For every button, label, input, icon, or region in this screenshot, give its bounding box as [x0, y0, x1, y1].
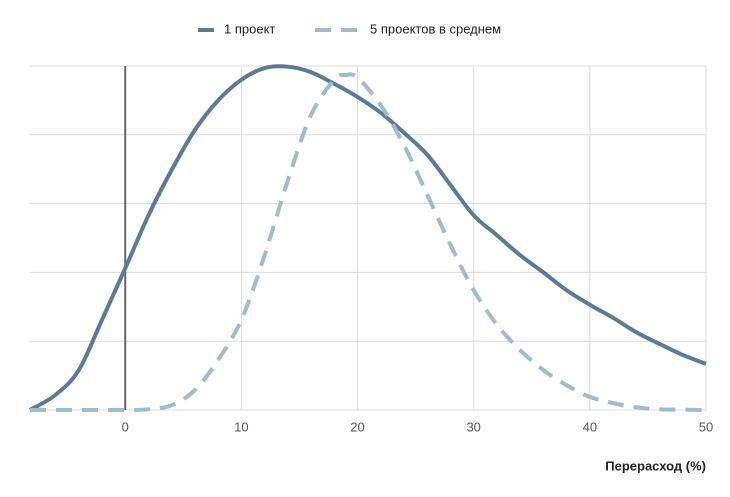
x-tick-label: 40	[583, 419, 597, 434]
x-tick-label: 20	[350, 419, 364, 434]
x-axis-label: Перерасход (%)	[605, 458, 706, 473]
x-tick-label: 10	[234, 419, 248, 434]
x-tick-label: 30	[466, 419, 480, 434]
x-tick-label: 0	[122, 419, 129, 434]
x-tick-label: 50	[699, 419, 713, 434]
legend-label: 1 проект	[224, 21, 275, 36]
legend-label: 5 проектов в среднем	[370, 21, 501, 36]
series-line	[28, 64, 707, 412]
series-line	[30, 72, 707, 413]
